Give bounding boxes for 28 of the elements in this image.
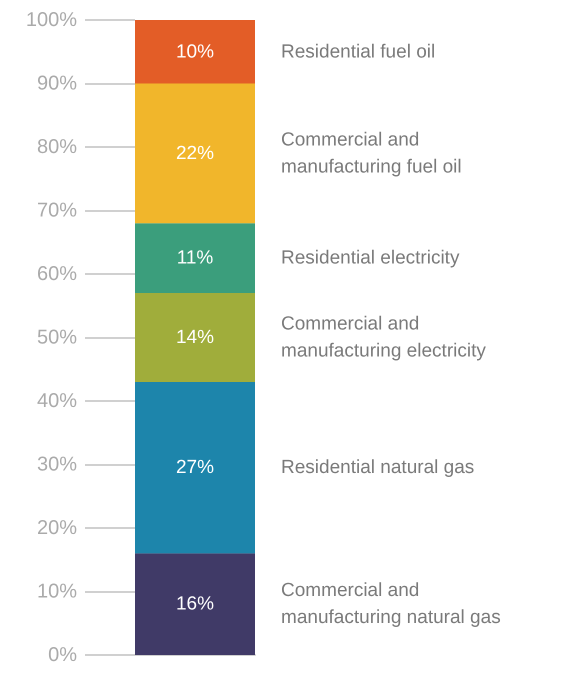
series-label: Commercial and manufacturing natural gas [281, 580, 501, 628]
y-tick-label: 80% [36, 136, 78, 158]
y-tick-label: 100% [26, 9, 78, 31]
data-label: 22% [176, 142, 214, 164]
series-label: Commercial and manufacturing electricity [281, 314, 486, 362]
y-tick-label: 90% [36, 72, 78, 94]
data-label: 14% [176, 327, 214, 348]
y-tick-label: 20% [36, 517, 78, 539]
y-tick-label: 0% [48, 644, 78, 666]
series-label: Residential electricity [281, 248, 460, 269]
series-label: Residential natural gas [281, 457, 474, 478]
data-label: 16% [176, 594, 214, 615]
y-tick-label: 30% [36, 454, 78, 476]
bar [135, 20, 255, 84]
y-tick-label: 10% [36, 580, 78, 602]
bar [135, 293, 255, 382]
data-label: 11% [176, 248, 214, 269]
data-label: 27% [176, 457, 214, 478]
bar [135, 223, 255, 294]
bar [135, 84, 255, 224]
y-tick-label: 40% [36, 390, 78, 412]
y-tick-label: 50% [36, 326, 78, 348]
bar [135, 382, 255, 554]
data-label: 10% [176, 41, 214, 62]
series-label: Commercial and manufacturing fuel oil [281, 129, 462, 178]
series-label: Residential fuel oil [281, 41, 436, 62]
y-tick-label: 70% [36, 200, 78, 222]
y-tick-label: 60% [36, 263, 78, 285]
